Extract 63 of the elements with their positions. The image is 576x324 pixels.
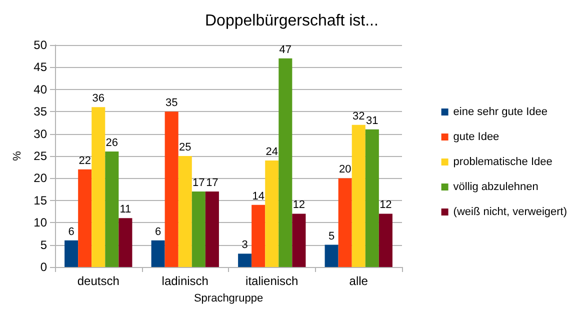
y-tick-label: 10 xyxy=(34,216,48,230)
bar xyxy=(105,152,119,267)
y-tick-label: 0 xyxy=(40,260,48,274)
bar xyxy=(118,218,132,267)
data-label: 5 xyxy=(328,230,335,242)
data-label: 24 xyxy=(266,146,278,158)
x-tick-label: ladinisch xyxy=(162,274,208,288)
y-tick-label: 5 xyxy=(40,238,48,252)
data-label: 26 xyxy=(106,137,118,150)
bar xyxy=(164,112,178,267)
bar xyxy=(365,129,379,267)
data-label: 11 xyxy=(120,204,132,216)
bar xyxy=(378,214,392,267)
y-tick-label: 30 xyxy=(34,126,48,141)
bar xyxy=(252,204,266,267)
bar xyxy=(352,124,366,267)
data-label: 47 xyxy=(279,44,292,56)
data-label: 12 xyxy=(292,199,306,212)
bar xyxy=(338,178,352,267)
data-label: 6 xyxy=(68,226,74,238)
data-label: 35 xyxy=(165,97,178,110)
data-label: 31 xyxy=(366,114,378,127)
chart-title: Doppelbürgerschaft ist... xyxy=(205,12,378,30)
legend-label: problematische Idee xyxy=(453,156,552,168)
data-label: 25 xyxy=(179,142,192,154)
legend-label: völlig abzulehnen xyxy=(453,181,538,193)
x-tick-label: deutsch xyxy=(77,274,120,288)
data-label: 14 xyxy=(252,190,264,202)
data-label: 12 xyxy=(380,199,392,212)
y-tick-label: 40 xyxy=(34,82,48,96)
y-tick-label: 45 xyxy=(34,60,48,74)
bar xyxy=(78,169,92,267)
data-label: 3 xyxy=(242,239,248,252)
data-label: 22 xyxy=(78,154,91,167)
legend-label: eine sehr gute Idee xyxy=(453,106,548,118)
data-label: 32 xyxy=(352,110,365,122)
bar xyxy=(324,244,338,267)
data-label: 6 xyxy=(154,226,162,238)
data-label: 17 xyxy=(206,177,218,190)
bar xyxy=(151,240,165,267)
y-tick-label: 20 xyxy=(34,171,48,186)
bar xyxy=(265,160,279,267)
bar xyxy=(92,107,106,267)
data-label: 17 xyxy=(192,177,205,190)
y-tick-label: 50 xyxy=(34,38,48,52)
x-axis-title: Sprachgruppe xyxy=(194,292,264,304)
bar xyxy=(178,156,192,267)
y-tick-label: 15 xyxy=(34,193,48,208)
bar xyxy=(292,214,306,267)
data-label: 36 xyxy=(92,92,104,105)
bar xyxy=(205,192,219,267)
y-tick-label: 35 xyxy=(34,104,48,119)
bar xyxy=(192,192,206,267)
data-label: 20 xyxy=(338,164,352,176)
bar xyxy=(64,240,78,267)
legend-label: gute Idee xyxy=(453,131,500,143)
bar xyxy=(238,254,252,267)
x-tick-label: italienisch xyxy=(246,274,298,288)
y-tick-label: 25 xyxy=(34,149,48,163)
y-axis-title: % xyxy=(11,150,24,161)
bar xyxy=(278,58,292,267)
legend-label: (weiß nicht, verweigert) xyxy=(453,206,568,218)
x-tick-label: alle xyxy=(349,274,368,288)
